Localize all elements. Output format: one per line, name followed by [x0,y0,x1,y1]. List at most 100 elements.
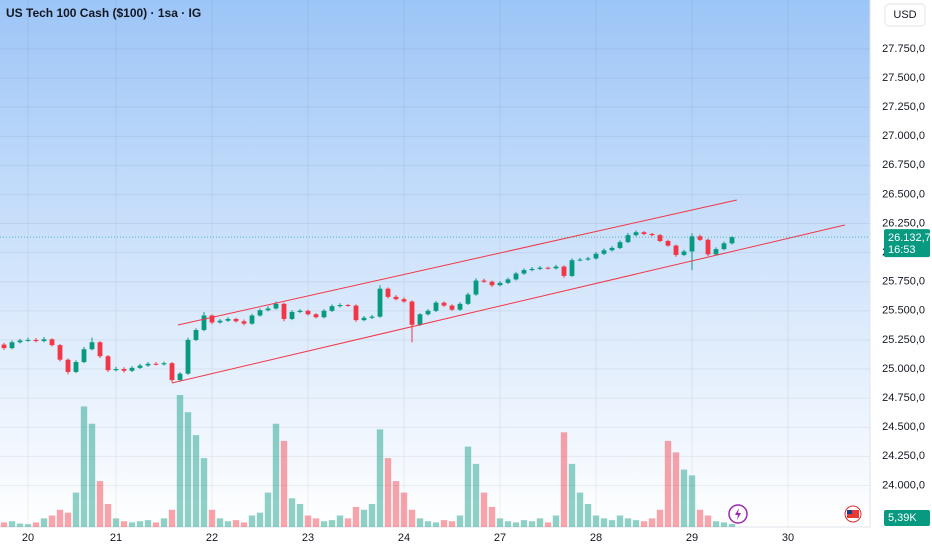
candle-body [473,280,479,295]
candle-body [73,362,79,372]
candle-body [361,317,367,321]
volume-bar [376,429,384,527]
y-tick-label: 24.750,0 [882,392,925,404]
volume-bar [96,481,104,527]
currency-button[interactable] [884,3,926,27]
volume-bar [152,522,160,527]
currency-label[interactable]: USD [893,9,916,21]
volume-bar [552,515,560,527]
volume-bar [360,509,368,527]
volume-bar [440,520,448,527]
grid [0,0,870,527]
y-tick-label: 24.500,0 [882,421,925,433]
volume-bar [512,522,520,527]
volume-bar [288,498,296,527]
candle-body [41,339,47,342]
volume-bar [408,509,416,527]
candle-body [681,251,687,255]
candle-body [65,359,71,372]
candle-body [713,249,719,255]
volume-bar [560,432,568,527]
candle-body [193,330,199,340]
candle-body [17,340,23,343]
candle-body [1,344,7,349]
candle-body [521,270,527,274]
volume-bar [728,523,736,527]
candle-body [641,232,647,234]
volume-bar [224,521,232,527]
candle-body [313,314,319,318]
y-tick-label: 27.500,0 [882,72,925,84]
volume-bar [24,524,32,527]
candle-body [353,305,359,321]
volume-bar [672,452,680,527]
volume-bar [240,522,248,527]
volume-bar [168,509,176,527]
candle-body [377,288,383,317]
volume-bar [664,440,672,527]
volume-bar [328,520,336,527]
candle-body [305,310,311,315]
volume-bar [368,504,376,527]
volume-bar [712,521,720,527]
plot-background [0,0,870,527]
y-tick-label: 27.750,0 [882,43,925,55]
volume-bar [232,520,240,527]
candle-body [665,240,671,246]
countdown-label: 16:53 [888,244,916,256]
volume-bar [256,512,264,527]
volume-bar [272,423,280,527]
volume-bar [120,521,128,527]
volume-bar [344,518,352,527]
candle-body [513,273,519,280]
last-price-label: 26.132,7 [888,232,931,244]
candle-body [417,314,423,325]
volume-bar [280,440,288,527]
volume-bar [80,406,88,527]
volume-bar [128,522,136,527]
candle-body [537,267,543,269]
candle-body [289,311,295,319]
volume-bar [336,515,344,527]
volume-bar [608,520,616,527]
candle-body [385,288,391,297]
candle-body [433,302,439,311]
candle-body [97,342,103,357]
candle-body [225,318,231,321]
trendline [177,199,737,326]
y-tick-label: 25.000,0 [882,363,925,375]
flag-canton [847,510,852,514]
y-tick-label: 27.000,0 [882,130,925,142]
candle-body [297,310,303,312]
candle-body [401,299,407,302]
volume-bar [568,463,576,527]
volume-bar [72,492,80,527]
volume-bar [248,515,256,527]
candle-body [161,363,167,365]
candle-body [449,305,455,310]
volume-bar [496,518,504,527]
x-tick-label: 22 [206,532,218,544]
volume-bar [504,521,512,527]
volume-bar [392,481,400,527]
y-tick-label: 26.500,0 [882,188,925,200]
volume-bar [632,520,640,527]
candle-body [217,320,223,323]
volume-bar [104,504,112,527]
volume-bar [648,518,656,527]
volume-bar [400,492,408,527]
volume-bar [192,435,200,527]
last-volume-label: 5,39K [888,512,917,524]
volume-bar [144,520,152,527]
volume-bar [176,395,184,527]
candle-body [505,279,511,283]
volume-bar [200,458,208,527]
volume-bar [448,521,456,527]
candle-body [593,253,599,259]
candle-body [633,232,639,236]
volume-bar [680,469,688,527]
lightning-icon [735,508,741,520]
volume-bar [640,521,648,527]
volume-bar [312,518,320,527]
candle-body [33,339,39,342]
